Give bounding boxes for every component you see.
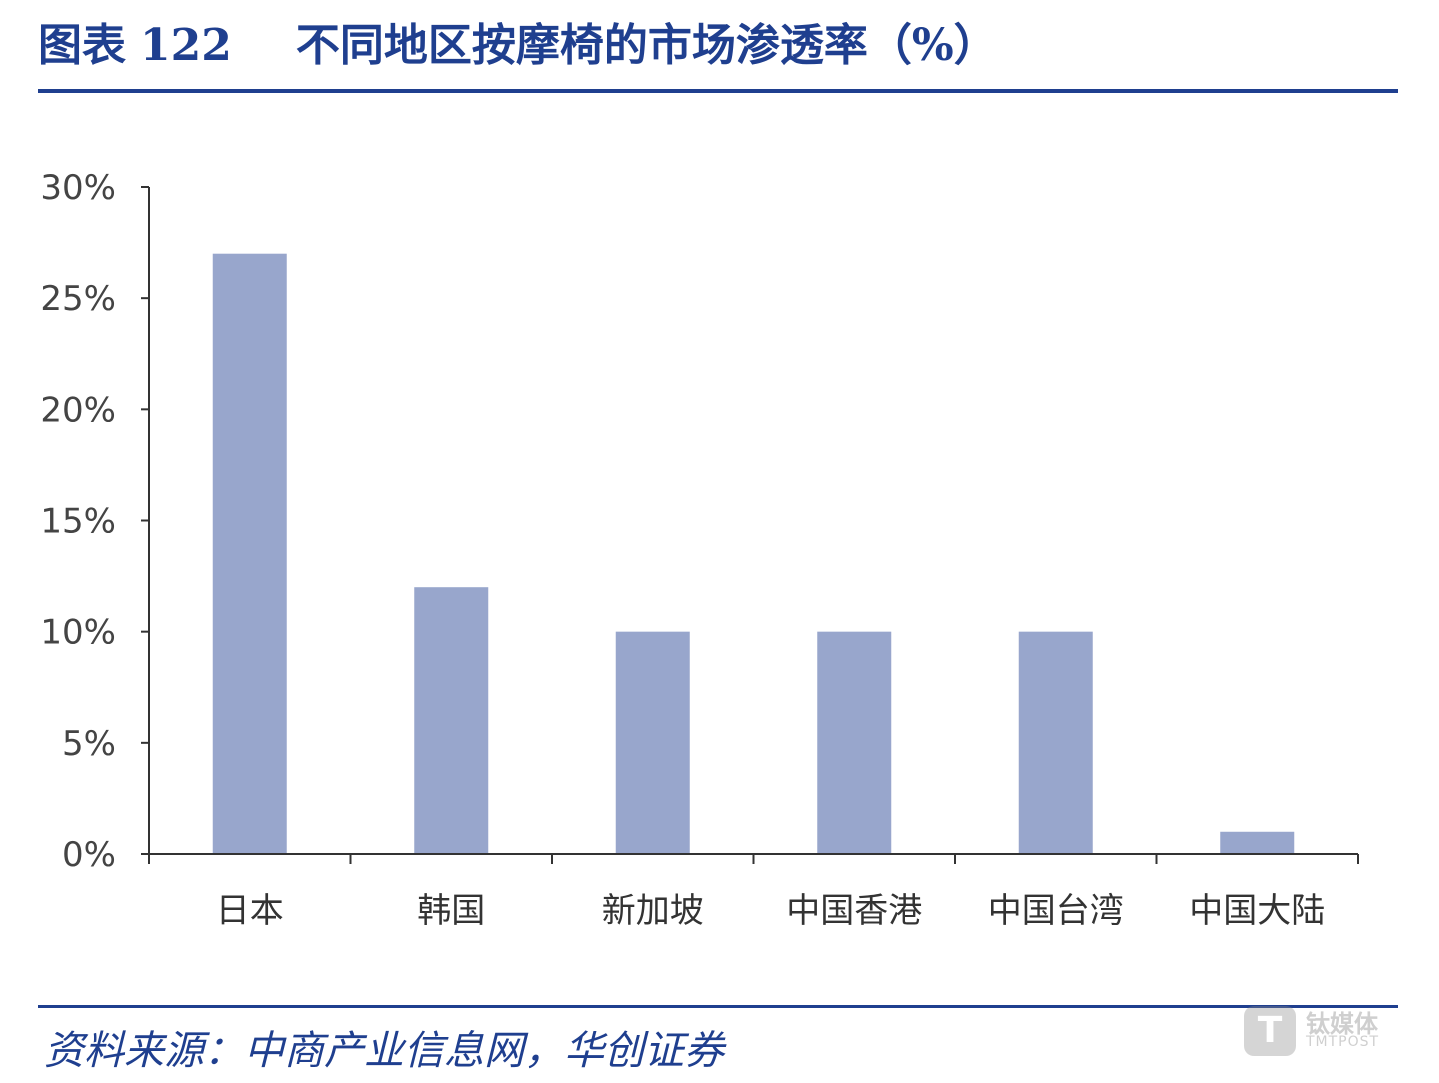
watermark: T 钛媒体 TMTPOST [1244, 1004, 1394, 1058]
y-tick-label: 30% [40, 168, 116, 208]
y-tick-label: 10% [40, 613, 116, 653]
bar [212, 253, 287, 854]
y-tick-label: 20% [40, 390, 116, 430]
bar [1220, 831, 1295, 854]
x-tick-label: 中国台湾 [988, 891, 1124, 931]
bar-chart: 0% 5% 10% 15% 20% 25% 30% 日本 韩国 新加坡 中国香港 中国台湾 中国大陆 [40, 168, 1359, 931]
header-rule [38, 89, 1398, 93]
figure-number: 122 [140, 20, 232, 71]
x-tick-label: 中国大陆 [1189, 891, 1325, 931]
bar [414, 587, 489, 854]
figure-header: 图表 122 不同地区按摩椅的市场渗透率（%） [38, 14, 1398, 78]
watermark-logo-icon: T [1244, 1006, 1296, 1056]
bar [615, 631, 690, 854]
x-tick-label: 中国香港 [786, 891, 922, 931]
figure-label: 图表 [38, 20, 126, 71]
y-tick-label: 5% [62, 724, 116, 764]
x-tick-label: 韩国 [417, 891, 485, 931]
chart-title: 不同地区按摩椅的市场渗透率（%） [295, 20, 998, 71]
bar [817, 631, 892, 854]
y-tick-label: 0% [62, 835, 116, 875]
x-tick-label: 日本 [216, 891, 284, 931]
y-tick-label: 15% [40, 502, 116, 542]
watermark-brand-en: TMTPOST [1306, 1034, 1380, 1050]
source-note: 资料来源：中商产业信息网，华创证券 [44, 1028, 724, 1074]
watermark-brand-cn: 钛媒体 [1306, 1010, 1378, 1038]
footer-rule [38, 1005, 1398, 1008]
y-tick-label: 25% [40, 279, 116, 319]
x-tick-label: 新加坡 [602, 891, 704, 931]
bar [1018, 631, 1093, 854]
